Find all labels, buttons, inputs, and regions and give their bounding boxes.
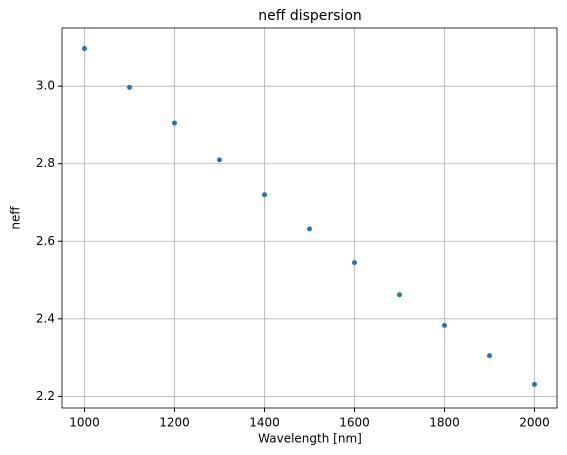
- y-tick-label: 2.6: [36, 234, 55, 248]
- point: [307, 226, 312, 232]
- x-tick-label: 1400: [249, 416, 280, 430]
- x-axis-label: Wavelength [nm]: [258, 432, 362, 446]
- x-tick-label: 1600: [339, 416, 370, 430]
- point: [532, 381, 537, 387]
- chart-title: neff dispersion: [258, 8, 362, 24]
- point: [172, 120, 177, 126]
- point: [82, 46, 87, 52]
- point: [127, 84, 132, 90]
- point: [397, 292, 402, 298]
- x-tick-label: 1200: [159, 416, 190, 430]
- point: [217, 157, 222, 163]
- point: [262, 192, 267, 198]
- point: [442, 322, 447, 328]
- x-tick-label: 2000: [519, 416, 550, 430]
- y-axis-label: neff: [9, 206, 23, 230]
- point: [352, 260, 357, 266]
- x-tick-label: 1800: [429, 416, 460, 430]
- plot-frame: [61, 27, 558, 409]
- y-tick-label: 3.0: [36, 79, 55, 93]
- x-tick-label: 1000: [69, 416, 100, 430]
- y-tick-label: 2.8: [36, 156, 55, 170]
- point: [487, 353, 492, 359]
- y-tick-label: 2.2: [36, 389, 55, 403]
- y-tick-label: 2.4: [36, 311, 55, 325]
